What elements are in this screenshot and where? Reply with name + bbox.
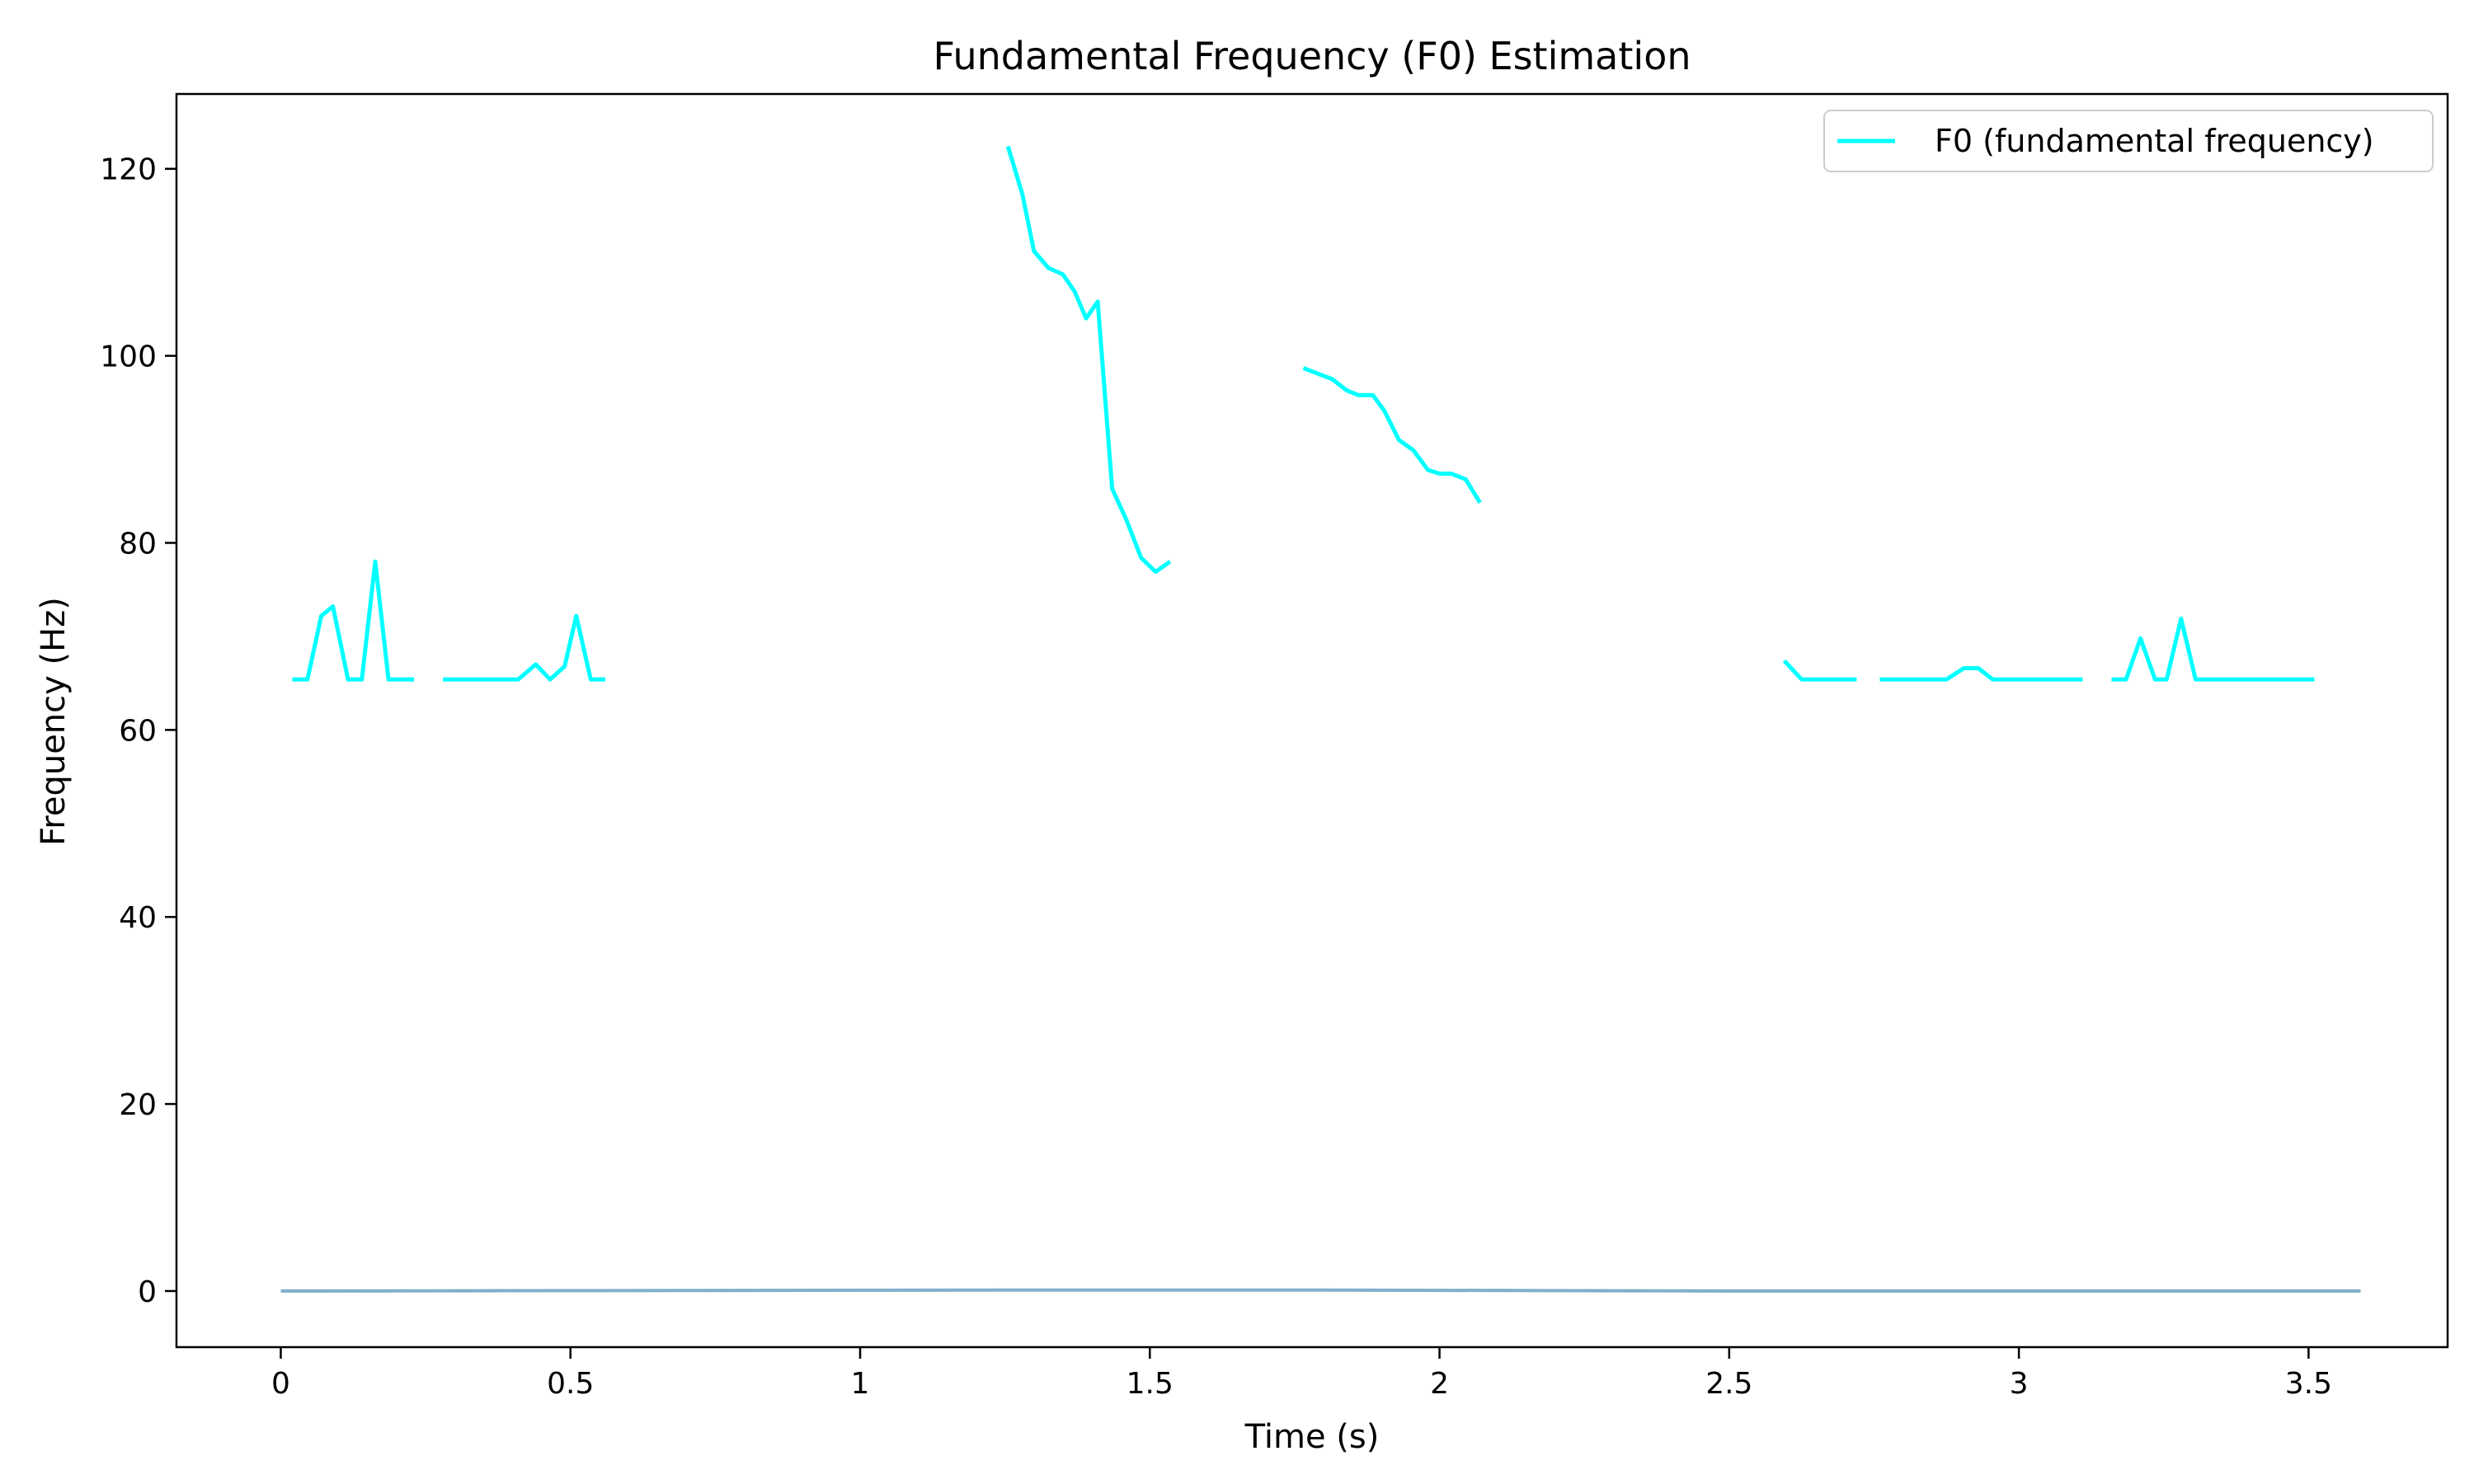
x-tick-label: 2 xyxy=(1430,1367,1449,1401)
f0-line-segment-1 xyxy=(443,613,605,682)
legend-box xyxy=(1823,110,2434,172)
legend-label: F0 (fundamental frequency) xyxy=(1935,123,2374,159)
x-tick-label: 0 xyxy=(271,1367,290,1401)
f0-line-segment-2 xyxy=(1005,145,1172,575)
f0-line-segment-5 xyxy=(1879,666,2083,682)
y-tick-label: 100 xyxy=(100,340,157,374)
axes-frame xyxy=(175,92,2449,1349)
x-tick-label: 3 xyxy=(2010,1367,2029,1401)
y-tick-label: 40 xyxy=(119,901,157,935)
x-tick-label: 1.5 xyxy=(1126,1367,1174,1401)
x-tick-label: 0.5 xyxy=(547,1367,594,1401)
f0-line-segment-6 xyxy=(2111,616,2315,682)
f0-line-segment-0 xyxy=(292,559,414,682)
f0-line-segment-3 xyxy=(1302,366,1482,505)
y-tick-label: 80 xyxy=(119,527,157,561)
x-axis-title: Time (s) xyxy=(1244,1418,1380,1456)
x-tick-label: 1 xyxy=(851,1367,870,1401)
y-tick-label: 120 xyxy=(100,153,157,187)
y-tick-label: 20 xyxy=(119,1088,157,1122)
y-tick-label: 60 xyxy=(119,714,157,748)
y-tick-label: 0 xyxy=(138,1275,157,1309)
x-tick-label: 3.5 xyxy=(2285,1367,2332,1401)
f0-line-segment-4 xyxy=(1782,659,1857,682)
x-tick-label: 2.5 xyxy=(1705,1367,1752,1401)
plot-area: 0 0.5 1 1.5 2 2.5 3 3.5 0 20 40 60 80 100 120 F0 (funda… xyxy=(100,92,2449,1401)
chart-title: Fundamental Frequency (F0) Estimation xyxy=(934,34,1691,78)
baseline-series-line xyxy=(280,1288,2361,1293)
y-axis-title: Frequency (Hz) xyxy=(35,597,73,846)
